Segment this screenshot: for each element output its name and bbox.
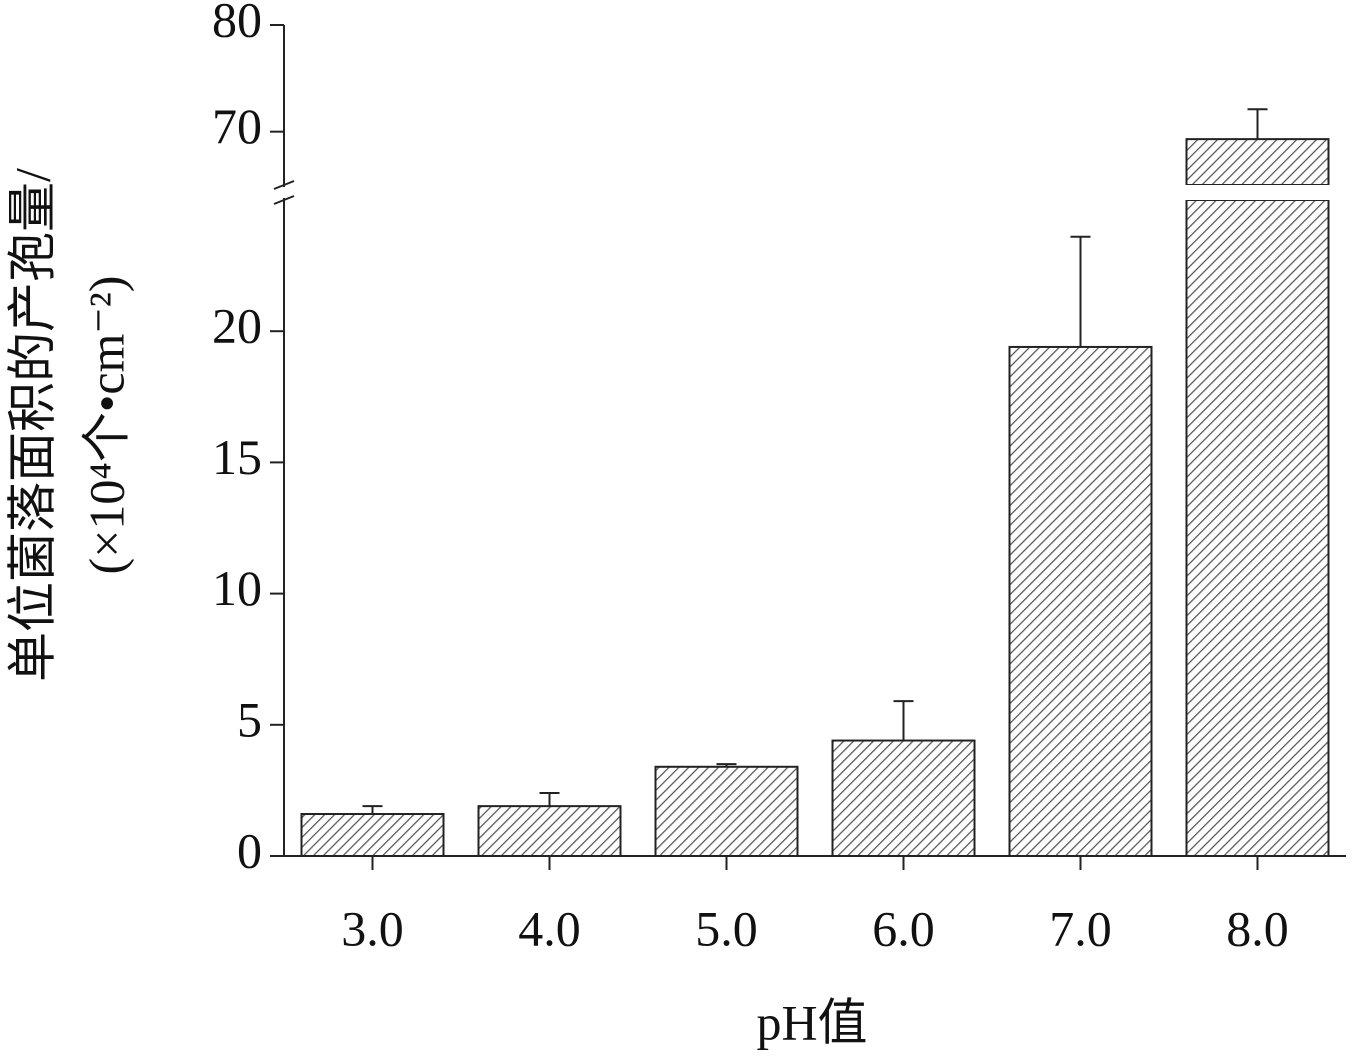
bar <box>477 805 622 857</box>
y-tick-label: 5 <box>237 691 262 747</box>
x-tick-label: 6.0 <box>872 900 935 956</box>
x-tick-label: 3.0 <box>341 900 404 956</box>
y-tick-label: 80 <box>212 0 262 47</box>
x-tick-label: 8.0 <box>1226 900 1289 956</box>
bar <box>1008 345 1153 857</box>
axis-break <box>273 180 295 190</box>
x-tick-label: 7.0 <box>1049 900 1112 956</box>
y-axis-label: 单位菌落面积的产孢量/ <box>4 168 60 682</box>
y-tick-label: 15 <box>212 429 262 485</box>
axis-break <box>273 195 295 205</box>
bar <box>1185 199 1330 857</box>
bar <box>831 739 976 858</box>
bar <box>300 813 445 857</box>
x-axis-label: pH值 <box>756 994 867 1050</box>
y-tick-label: 0 <box>237 822 262 878</box>
y-axis-label: (×10⁴个•cm⁻²) <box>78 276 134 575</box>
bar <box>654 765 799 857</box>
y-tick-label: 10 <box>212 560 262 616</box>
y-tick-label: 20 <box>212 298 262 354</box>
y-tick-label: 70 <box>212 98 262 154</box>
x-tick-label: 5.0 <box>695 900 758 956</box>
bar <box>1185 138 1330 186</box>
x-tick-label: 4.0 <box>518 900 581 956</box>
